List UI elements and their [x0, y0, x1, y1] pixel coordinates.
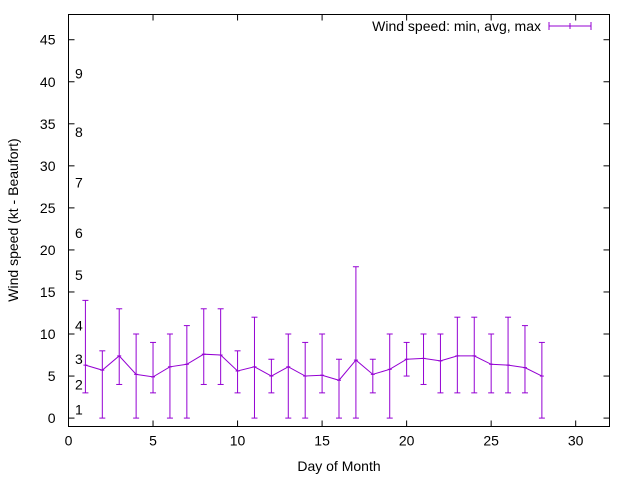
x-tick-label: 10 [230, 433, 246, 449]
x-tick-label: 0 [65, 433, 73, 449]
y-tick-label: 10 [40, 326, 56, 342]
y-tick-label: 15 [40, 284, 56, 300]
beaufort-label: 2 [75, 376, 83, 392]
axis-ticks [68, 14, 610, 427]
y-tick-label: 25 [40, 200, 56, 216]
y-tick-label: 30 [40, 158, 56, 174]
error-bars [82, 266, 545, 419]
plot-frame [68, 14, 610, 427]
y-tick-label: 0 [48, 410, 56, 426]
avg-series-points [83, 353, 544, 381]
legend-key [548, 22, 592, 30]
y-tick-label: 5 [48, 368, 56, 384]
beaufort-label: 3 [75, 351, 83, 367]
beaufort-label: 1 [75, 402, 83, 418]
x-tick-label: 15 [314, 433, 330, 449]
y-tick-label: 35 [40, 116, 56, 132]
legend: Wind speed: min, avg, max [372, 18, 592, 34]
beaufort-labels: 1 2 3 4 5 6 7 8 9 [75, 65, 83, 417]
x-axis-label: Day of Month [297, 458, 380, 474]
beaufort-label: 8 [75, 124, 83, 140]
avg-series-line [85, 353, 543, 381]
y-tick-label: 40 [40, 74, 56, 90]
x-tick-label: 20 [399, 433, 415, 449]
x-tick-label: 30 [568, 433, 584, 449]
y-tick-label: 45 [40, 32, 56, 48]
legend-label: Wind speed: min, avg, max [372, 18, 541, 34]
y-tick-label: 20 [40, 242, 56, 258]
x-tick-label: 25 [483, 433, 499, 449]
y-axis-label: Wind speed (kt - Beaufort) [5, 138, 21, 301]
beaufort-label: 4 [75, 318, 83, 334]
beaufort-label: 9 [75, 65, 83, 81]
beaufort-label: 6 [75, 225, 83, 241]
beaufort-label: 5 [75, 267, 83, 283]
x-tick-label: 5 [149, 433, 157, 449]
beaufort-label: 7 [75, 175, 83, 191]
